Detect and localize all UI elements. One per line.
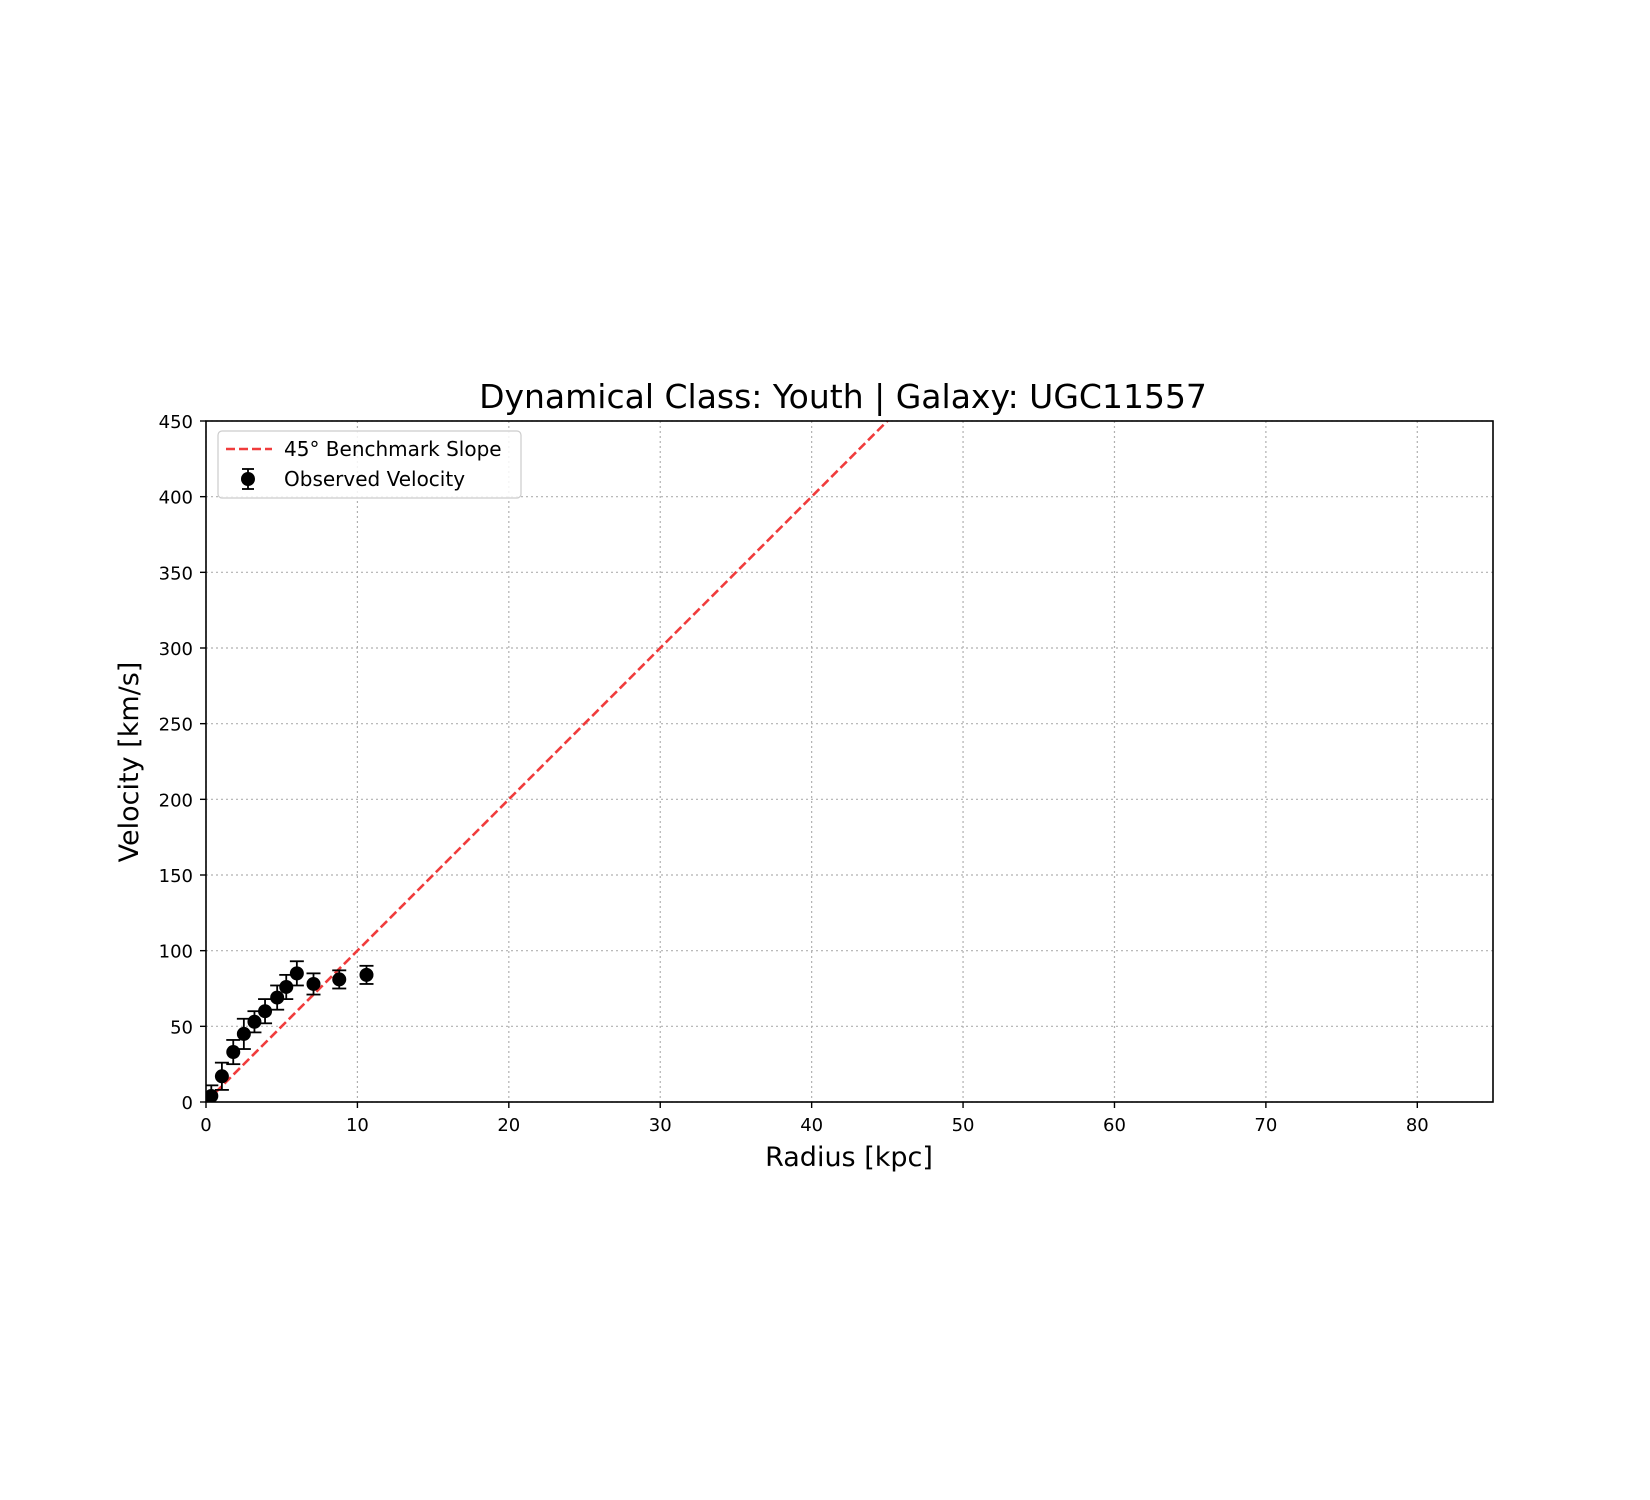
legend: 45° Benchmark Slope Observed Velocity — [217, 430, 522, 499]
y-axis-label: Velocity [km/s] — [114, 662, 145, 863]
y-tick-label: 350 — [159, 563, 193, 584]
x-tick-label: 0 — [200, 1115, 211, 1136]
axes-frame — [205, 420, 1494, 1103]
y-tick-label: 50 — [170, 1017, 193, 1038]
y-tick-label: 300 — [159, 639, 193, 660]
y-tick-label: 400 — [159, 488, 193, 509]
y-tick-label: 200 — [159, 790, 193, 811]
y-tick-label: 450 — [159, 412, 193, 433]
y-tick-label: 150 — [159, 866, 193, 887]
data-point — [258, 1004, 273, 1019]
x-tick-label: 10 — [346, 1115, 369, 1136]
data-point — [247, 1014, 262, 1029]
legend-label-observed: Observed Velocity — [284, 467, 465, 491]
x-tick-label: 60 — [1103, 1115, 1126, 1136]
y-tick-label: 250 — [159, 715, 193, 736]
plot-area — [206, 421, 890, 1102]
legend-box — [217, 430, 522, 499]
data-point — [214, 1069, 229, 1084]
x-tick-label: 30 — [649, 1115, 672, 1136]
axis-ticks: 0 10 20 30 40 50 60 70 80 0 50 100 150 200 250 300 350 40… — [159, 412, 1429, 1136]
data-point — [289, 966, 304, 981]
x-tick-label: 20 — [497, 1115, 520, 1136]
x-tick-label: 80 — [1406, 1115, 1429, 1136]
data-point — [206, 1088, 219, 1102]
data-point — [226, 1045, 241, 1060]
grid — [205, 420, 1493, 1103]
x-axis-label: Radius [kpc] — [765, 1142, 933, 1173]
data-point — [236, 1026, 251, 1041]
y-tick-label: 0 — [182, 1093, 193, 1114]
data-point — [270, 990, 285, 1005]
data-point — [359, 967, 374, 982]
legend-label-benchmark: 45° Benchmark Slope — [284, 437, 502, 461]
data-point — [306, 976, 321, 991]
legend-marker-dot — [241, 472, 255, 486]
x-tick-label: 50 — [952, 1115, 975, 1136]
x-tick-label: 70 — [1254, 1115, 1277, 1136]
observed-velocity-series — [206, 960, 374, 1102]
y-tick-label: 100 — [159, 942, 193, 963]
benchmark-slope-line — [206, 421, 890, 1102]
data-point — [332, 972, 347, 987]
data-point — [279, 979, 294, 994]
chart-title: Dynamical Class: Youth | Galaxy: UGC1155… — [479, 377, 1207, 416]
x-tick-label: 40 — [800, 1115, 823, 1136]
